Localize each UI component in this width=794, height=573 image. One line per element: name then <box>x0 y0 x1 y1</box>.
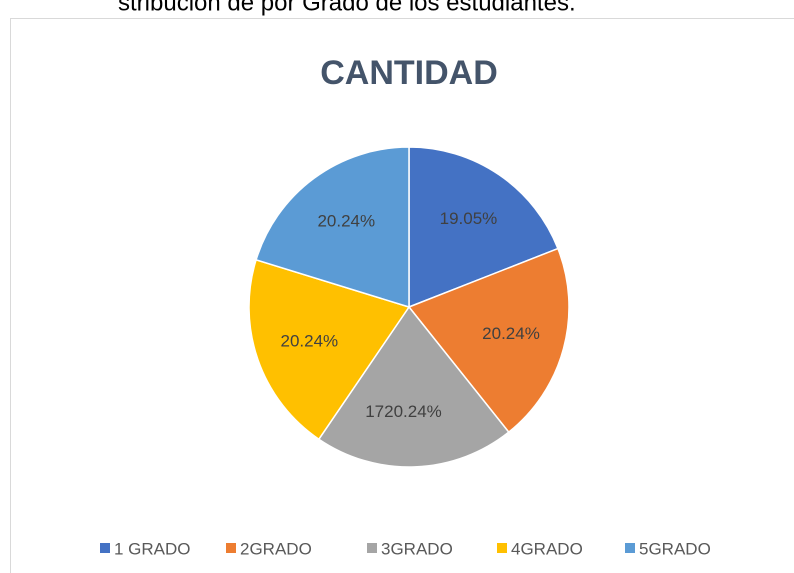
legend-label: 5GRADO <box>639 539 711 558</box>
chart-frame <box>10 18 794 573</box>
legend-swatch <box>497 543 507 553</box>
legend-label: 1 GRADO <box>114 539 191 558</box>
data-label: 20.24% <box>384 402 442 421</box>
annotation: 17 <box>365 402 384 421</box>
pie-slice <box>407 247 570 434</box>
pie-slice <box>248 258 411 441</box>
legend-swatch <box>625 543 635 553</box>
pie-slice <box>255 146 410 309</box>
legend-label: 2GRADO <box>240 539 312 558</box>
legend-label: 4GRADO <box>511 539 583 558</box>
chart-title: CANTIDAD <box>320 54 498 92</box>
data-label: 20.24% <box>317 212 375 231</box>
pie-slice <box>408 146 559 309</box>
data-label: 19.05% <box>440 209 498 228</box>
data-label: 20.24% <box>280 331 338 350</box>
legend-label: 3GRADO <box>381 539 453 558</box>
legend-swatch <box>367 543 377 553</box>
data-label: 20.24% <box>482 324 540 343</box>
legend-swatch <box>226 543 236 553</box>
legend-swatch <box>100 543 110 553</box>
pie-slice <box>317 305 510 468</box>
caption: stribución de por Grado de los estudiant… <box>118 0 576 16</box>
